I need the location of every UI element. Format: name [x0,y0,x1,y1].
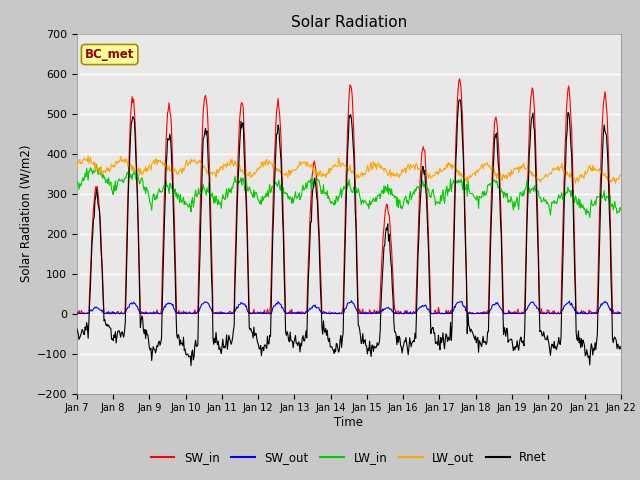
Y-axis label: Solar Radiation (W/m2): Solar Radiation (W/m2) [19,145,33,282]
Legend: SW_in, SW_out, LW_in, LW_out, Rnet: SW_in, SW_out, LW_in, LW_out, Rnet [146,446,552,469]
Text: BC_met: BC_met [85,48,134,61]
Title: Solar Radiation: Solar Radiation [291,15,407,30]
X-axis label: Time: Time [334,416,364,429]
